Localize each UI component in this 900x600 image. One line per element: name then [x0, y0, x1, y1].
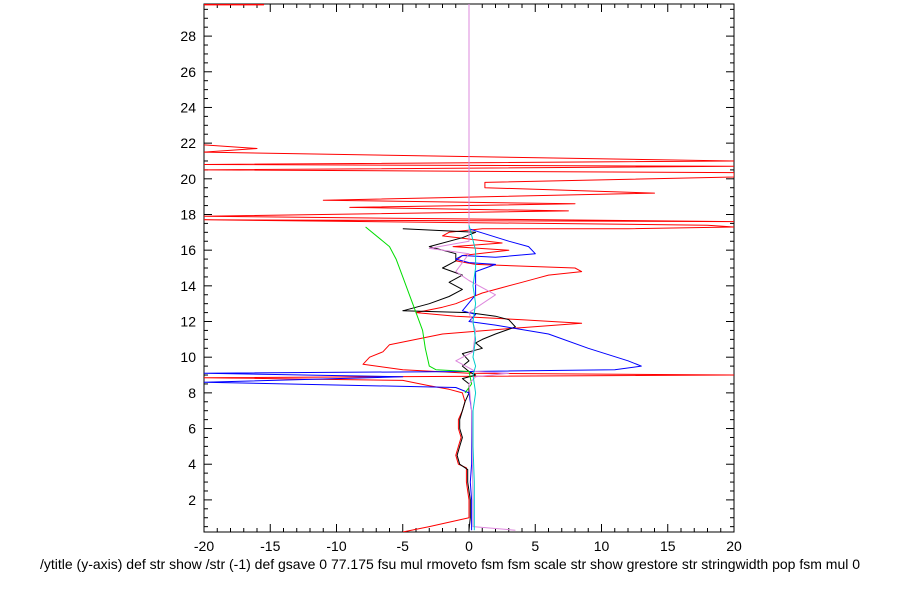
y-tick-label: 6: [188, 421, 196, 437]
series-line-1: [204, 4, 265, 6]
y-tick-label: 2: [188, 492, 196, 508]
y-tick-label: 18: [180, 206, 196, 222]
x-tick-label: 0: [465, 538, 473, 554]
y-tick-label: 24: [180, 99, 196, 115]
series-group: [204, 4, 734, 532]
y-tick-label: 10: [180, 349, 196, 365]
series-line-6: [428, 4, 516, 531]
x-axis-title: /ytitle (y-axis) def str show /str (-1) …: [40, 556, 860, 572]
y-tick-label: 28: [180, 28, 196, 44]
series-line-4: [204, 228, 642, 531]
y-tick-label: 16: [180, 242, 196, 258]
x-tick-label: 15: [660, 538, 676, 554]
y-tick-label: 12: [180, 314, 196, 330]
x-tick-label: -10: [326, 538, 346, 554]
x-tick-label: -20: [194, 538, 214, 554]
x-tick-label: -5: [397, 538, 410, 554]
y-tick-label: 14: [180, 278, 196, 294]
y-tick-label: 8: [188, 385, 196, 401]
y-tick-label: 4: [188, 456, 196, 472]
x-tick-label: -15: [260, 538, 280, 554]
tick-labels: -20 -15 -10 -5 0 5 10 15 20246810121416182022242…: [180, 28, 742, 554]
y-tick-label: 22: [180, 135, 196, 151]
x-tick-label: 10: [594, 538, 610, 554]
x-tick-label: 20: [726, 538, 742, 554]
y-tick-label: 20: [180, 171, 196, 187]
series-line-5: [365, 226, 473, 394]
x-tick-label: 5: [531, 538, 539, 554]
y-tick-label: 26: [180, 64, 196, 80]
series-line-7: [468, 225, 477, 531]
